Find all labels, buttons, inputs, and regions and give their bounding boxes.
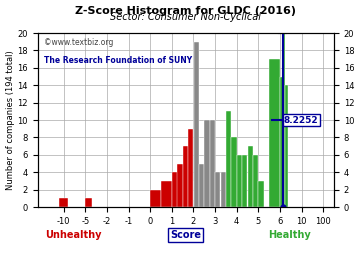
Bar	[253, 155, 258, 207]
Bar	[269, 59, 280, 207]
Title: Z-Score Histogram for GLDC (2016): Z-Score Histogram for GLDC (2016)	[75, 6, 296, 16]
Bar	[150, 190, 161, 207]
Bar	[188, 129, 193, 207]
Bar	[258, 181, 264, 207]
Text: 8.2252: 8.2252	[284, 116, 318, 124]
Bar	[215, 172, 220, 207]
Bar	[85, 198, 93, 207]
Bar	[283, 33, 285, 207]
Text: Unhealthy: Unhealthy	[45, 230, 102, 240]
Bar	[172, 172, 183, 207]
Bar	[221, 172, 226, 207]
Text: Score: Score	[170, 230, 201, 240]
Bar	[161, 181, 172, 207]
Text: Sector: Consumer Non-Cyclical: Sector: Consumer Non-Cyclical	[111, 12, 261, 22]
Text: ©www.textbiz.org: ©www.textbiz.org	[44, 38, 113, 47]
Bar	[285, 85, 288, 207]
Bar	[194, 42, 199, 207]
Bar	[210, 120, 215, 207]
Bar	[248, 146, 253, 207]
Bar	[204, 120, 210, 207]
Bar	[242, 155, 247, 207]
Bar	[194, 181, 199, 207]
Bar	[226, 111, 231, 207]
Bar	[59, 198, 68, 207]
Bar	[183, 146, 188, 207]
Bar	[199, 164, 204, 207]
Bar	[231, 137, 237, 207]
Text: The Research Foundation of SUNY: The Research Foundation of SUNY	[44, 56, 192, 65]
Text: Healthy: Healthy	[268, 230, 311, 240]
Y-axis label: Number of companies (194 total): Number of companies (194 total)	[5, 50, 14, 190]
Bar	[237, 155, 242, 207]
Bar	[280, 76, 283, 207]
Bar	[177, 164, 183, 207]
